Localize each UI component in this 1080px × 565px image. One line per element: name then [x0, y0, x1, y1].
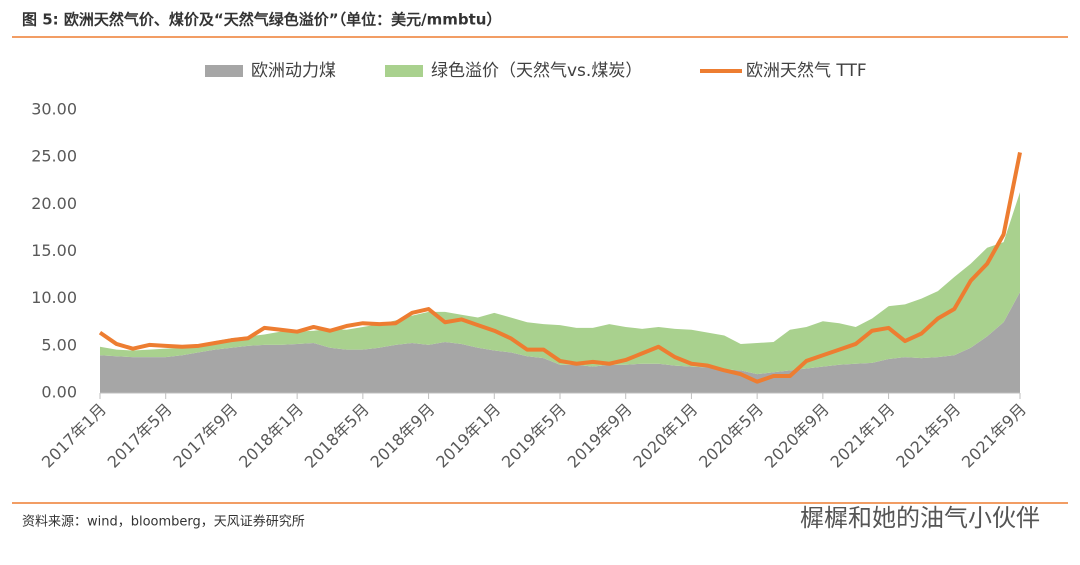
y-tick-label: 20.00 — [31, 194, 77, 213]
legend-label: 绿色溢价（天然气vs.煤炭） — [431, 61, 642, 81]
x-tick-label: 2018年9月 — [367, 400, 439, 472]
y-tick-label: 10.00 — [31, 288, 77, 307]
legend-label: 欧洲动力煤 — [251, 61, 336, 81]
watermark: 樨樨和她的油气小伙伴 — [800, 504, 1040, 532]
x-tick-label: 2017年1月 — [38, 400, 110, 472]
x-tick-label: 2020年5月 — [695, 400, 767, 472]
y-tick-label: 25.00 — [31, 147, 77, 166]
legend-swatch — [385, 65, 423, 77]
x-tick-label: 2020年1月 — [629, 400, 701, 472]
y-tick-label: 0.00 — [41, 383, 77, 402]
legend-swatch — [205, 65, 243, 77]
x-tick-label: 2020年9月 — [761, 400, 833, 472]
x-tick-label: 2019年5月 — [498, 400, 570, 472]
y-tick-label: 15.00 — [31, 241, 77, 260]
x-tick-label: 2017年5月 — [104, 400, 176, 472]
x-tick-label: 2018年1月 — [235, 400, 307, 472]
y-tick-label: 30.00 — [31, 100, 77, 119]
x-tick-label: 2021年9月 — [958, 400, 1030, 472]
area — [100, 192, 1020, 375]
x-tick-label: 2021年5月 — [892, 400, 964, 472]
x-tick-label: 2017年9月 — [169, 400, 241, 472]
x-tick-label: 2019年9月 — [564, 400, 636, 472]
x-tick-label: 2018年5月 — [301, 400, 373, 472]
chart-title: 图 5: 欧洲天然气价、煤价及“天然气绿色溢价”（单位：美元/mmbtu） — [22, 11, 501, 29]
x-tick-label: 2019年1月 — [432, 400, 504, 472]
source: 资料来源：wind，bloomberg，天风证券研究所 — [22, 514, 305, 530]
area — [100, 292, 1020, 393]
x-tick-label: 2021年1月 — [827, 400, 899, 472]
y-tick-label: 5.00 — [41, 335, 77, 354]
legend-label: 欧洲天然气 TTF — [746, 61, 867, 81]
line — [98, 152, 1022, 384]
